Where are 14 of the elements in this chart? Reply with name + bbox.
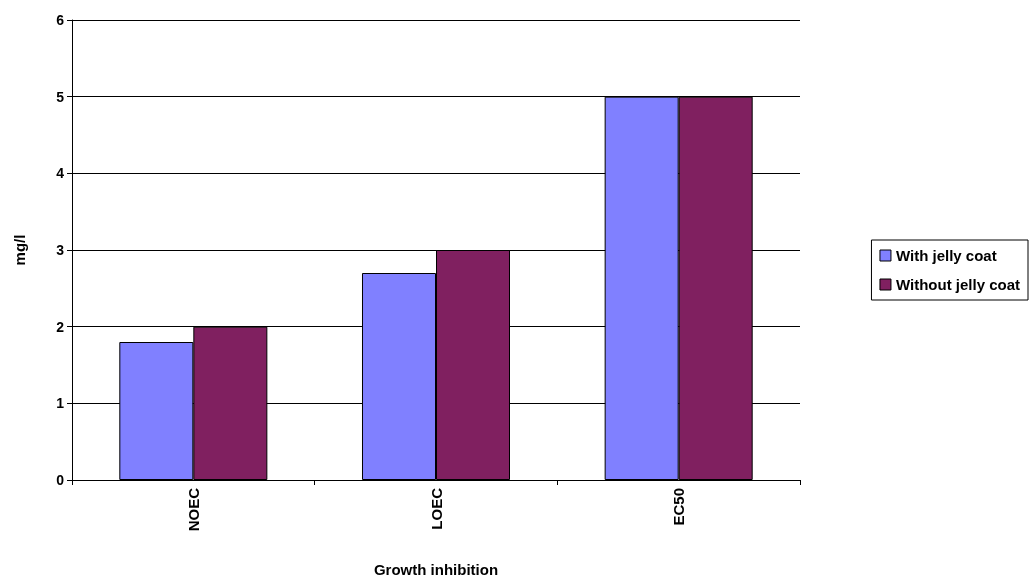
- y-tick-label: 6: [56, 12, 65, 28]
- y-tick-label: 4: [56, 165, 65, 182]
- y-tick-label: 0: [56, 472, 65, 488]
- x-axis-title: Growth inhibition: [373, 561, 499, 578]
- x-tick-label: EC50: [670, 488, 688, 526]
- legend-label: With jelly coat: [895, 247, 997, 264]
- y-tick-label: 1: [56, 395, 65, 412]
- y-tick-label: 2: [56, 318, 65, 335]
- y-axis-title: mg/l: [11, 234, 28, 266]
- y-tick-label: 5: [56, 88, 65, 105]
- x-tick-label: LOEC: [427, 487, 445, 530]
- legend-label: Without jelly coat: [895, 276, 1021, 293]
- x-tick-label: NOEC: [184, 487, 202, 532]
- y-tick-label: 3: [56, 242, 65, 258]
